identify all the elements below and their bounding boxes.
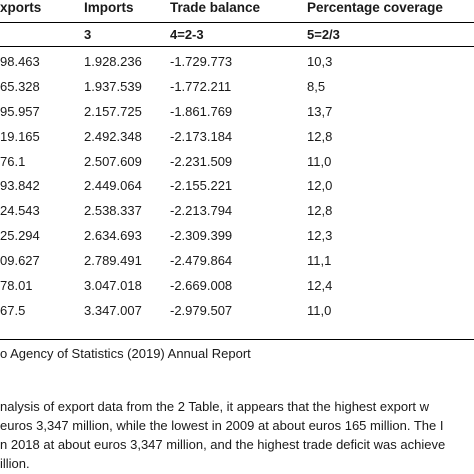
cell-trade-balance: -2.173.184	[170, 128, 233, 144]
cell-exports: 25.294	[0, 228, 40, 244]
cell-percentage-coverage: 10,3	[307, 54, 333, 69]
cell-imports: 2.157.725	[84, 103, 142, 119]
cell-exports: 76.1	[0, 153, 26, 169]
cell-trade-balance: -2.979.507	[170, 302, 233, 318]
table-bottom-rule	[0, 339, 474, 340]
cell-trade-balance: -1.861.769	[170, 103, 233, 119]
cell-exports: 98.463	[0, 54, 40, 69]
cell-exports: 78.01	[0, 278, 33, 294]
paragraph-line: illion.	[0, 456, 30, 471]
subheader-divider	[0, 46, 474, 47]
table-row: 25.294 2.634.693 -2.309.399 12,3	[0, 225, 474, 250]
cell-percentage-coverage: 11,0	[307, 153, 332, 169]
subheader-imports: 3	[84, 27, 92, 42]
table-row: 19.165 2.492.348 -2.173.184 12,8	[0, 126, 474, 151]
cell-trade-balance: -1.729.773	[170, 54, 233, 69]
cell-percentage-coverage: 11,0	[307, 302, 332, 318]
cell-percentage-coverage: 11,1	[307, 253, 332, 269]
table-row: 93.842 2.449.064 -2.155.221 12,0	[0, 175, 474, 200]
cell-imports: 2.492.348	[84, 128, 142, 144]
cell-imports: 2.789.491	[84, 253, 142, 269]
cell-imports: 2.634.693	[84, 228, 142, 244]
cell-exports: 24.543	[0, 203, 40, 219]
table-body: 98.463 1.928.236 -1.729.773 10,3 65.328 1.937…	[0, 51, 474, 325]
body-paragraph: nalysis of export data from the 2 Table,…	[0, 397, 470, 473]
cell-imports: 3.047.018	[84, 278, 142, 294]
cell-trade-balance: -2.309.399	[170, 228, 233, 244]
cell-percentage-coverage: 12,8	[307, 128, 333, 144]
cell-trade-balance: -1.772.211	[170, 78, 232, 94]
table-row: 78.01 3.047.018 -2.669.008 12,4	[0, 275, 474, 300]
header-percentage-coverage: Percentage coverage	[307, 0, 443, 15]
header-exports: xports	[0, 0, 42, 15]
cell-imports: 3.347.007	[84, 302, 142, 318]
cell-exports: 67.5	[0, 302, 26, 318]
cell-imports: 2.538.337	[84, 203, 142, 219]
paragraph-line: n 2018 at about euros 3,347 million, and…	[0, 437, 446, 452]
cell-imports: 2.449.064	[84, 178, 142, 194]
cell-trade-balance: -2.231.509	[170, 153, 233, 169]
paragraph-line: euros 3,347 million, while the lowest in…	[0, 418, 444, 433]
header-imports: Imports	[84, 0, 134, 15]
cell-imports: 2.507.609	[84, 153, 142, 169]
header-divider	[0, 22, 474, 23]
cell-trade-balance: -2.213.794	[170, 203, 233, 219]
cell-percentage-coverage: 12,8	[307, 203, 333, 219]
cell-exports: 95.957	[0, 103, 40, 119]
table-row: 98.463 1.928.236 -1.729.773 10,3	[0, 51, 474, 76]
header-trade-balance: Trade balance	[170, 0, 261, 15]
cell-trade-balance: -2.155.221	[170, 178, 233, 194]
cell-exports: 93.842	[0, 178, 40, 194]
cell-exports: 09.627	[0, 253, 40, 269]
cell-imports: 1.937.539	[84, 78, 142, 94]
cell-percentage-coverage: 12,0	[307, 178, 333, 194]
cell-trade-balance: -2.479.864	[170, 253, 233, 269]
cell-trade-balance: -2.669.008	[170, 278, 233, 294]
cell-percentage-coverage: 8,5	[307, 78, 326, 94]
cell-imports: 1.928.236	[84, 54, 142, 69]
table-row: 09.627 2.789.491 -2.479.864 11,1	[0, 250, 474, 275]
table-row: 24.543 2.538.337 -2.213.794 12,8	[0, 200, 474, 225]
subheader-percentage-coverage: 5=2/3	[307, 27, 340, 42]
subheader-trade-balance: 4=2-3	[170, 27, 204, 42]
paragraph-line: nalysis of export data from the 2 Table,…	[0, 399, 430, 414]
table-row: 95.957 2.157.725 -1.861.769 13,7	[0, 101, 474, 126]
source-note: o Agency of Statistics (2019) Annual Rep…	[0, 346, 251, 361]
table-row: 65.328 1.937.539 -1.772.211 8,5	[0, 76, 474, 101]
cell-exports: 19.165	[0, 128, 40, 144]
cell-percentage-coverage: 12,3	[307, 228, 333, 244]
table-row: 67.5 3.347.007 -2.979.507 11,0	[0, 300, 474, 325]
cell-percentage-coverage: 12,4	[307, 278, 333, 294]
cell-exports: 65.328	[0, 78, 40, 94]
cell-percentage-coverage: 13,7	[307, 103, 333, 119]
table-row: 76.1 2.507.609 -2.231.509 11,0	[0, 151, 474, 176]
